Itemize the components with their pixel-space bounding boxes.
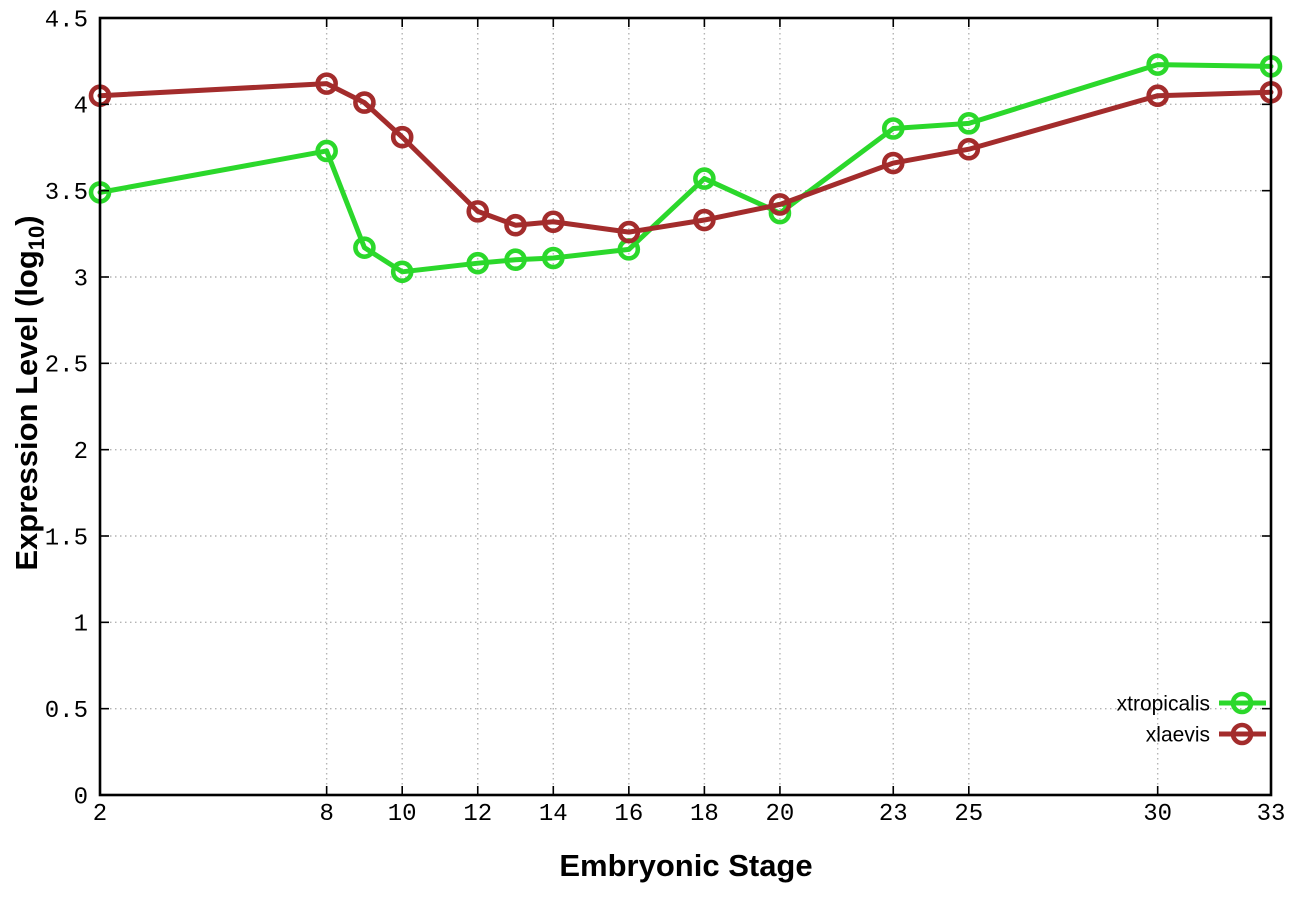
legend-label-xtropicalis: xtropicalis	[1117, 692, 1210, 715]
legend-label-xlaevis: xlaevis	[1146, 723, 1210, 746]
x-tick-label: 12	[463, 801, 492, 828]
data-point-xlaevis	[957, 137, 981, 161]
legend-marker-xlaevis	[1230, 722, 1254, 746]
x-tick-label: 25	[954, 801, 983, 828]
data-point-xlaevis	[768, 193, 792, 216]
x-tick-label: 30	[1143, 801, 1172, 828]
data-point-xtropicalis	[390, 260, 414, 284]
data-point-xtropicalis	[353, 236, 376, 259]
data-point-xlaevis	[617, 220, 641, 244]
data-point-xlaevis	[466, 200, 490, 223]
y-tick-label: 1.5	[45, 525, 88, 552]
x-tick-label: 18	[690, 801, 719, 828]
data-point-xtropicalis	[957, 112, 981, 135]
legend-marker-xtropicalis	[1230, 691, 1254, 715]
y-axis-title: Expression Level (log10)	[9, 215, 49, 571]
y-axis-title-text: Expression Level (log	[9, 250, 44, 571]
data-point-xlaevis	[541, 210, 565, 234]
y-tick-label: 3	[74, 266, 88, 293]
data-point-xlaevis	[504, 213, 527, 237]
y-tick-label: 1	[74, 612, 88, 639]
data-point-xtropicalis	[466, 251, 490, 275]
y-tick-label: 0.5	[45, 698, 88, 725]
data-point-xtropicalis	[1146, 53, 1169, 76]
data-point-xtropicalis	[693, 167, 716, 190]
data-point-xtropicalis	[315, 139, 338, 163]
x-axis-title: Embryonic Stage	[559, 848, 813, 883]
y-tick-label: 2.5	[45, 353, 88, 380]
data-point-xlaevis	[693, 208, 716, 232]
x-tick-label: 33	[1257, 801, 1286, 828]
y-tick-label: 2	[74, 439, 88, 466]
x-tick-label: 23	[879, 801, 908, 828]
y-axis-title-close: )	[9, 215, 44, 226]
data-point-xtropicalis	[541, 246, 565, 270]
data-point-xlaevis	[881, 151, 905, 175]
series-line-xtropicalis	[97, 62, 1274, 275]
data-point-xlaevis	[1146, 84, 1169, 107]
x-tick-label: 8	[319, 801, 333, 828]
y-tick-label: 3.5	[45, 180, 88, 207]
plot-border	[98, 16, 1273, 797]
data-point-xtropicalis	[881, 117, 905, 140]
y-tick-label: 4.5	[45, 7, 88, 34]
data-point-xlaevis	[390, 125, 414, 149]
data-point-xlaevis	[315, 72, 338, 95]
data-point-xlaevis	[353, 91, 376, 114]
y-tick-label: 4	[74, 94, 88, 121]
x-tick-label: 2	[93, 801, 107, 828]
data-point-xtropicalis	[504, 248, 527, 272]
y-tick-label: 0	[74, 784, 88, 811]
x-tick-label: 14	[539, 801, 568, 828]
x-tick-label: 20	[766, 801, 795, 828]
x-tick-label: 16	[614, 801, 643, 828]
y-axis-title-subscript: 10	[24, 225, 49, 251]
x-tick-label: 10	[388, 801, 417, 828]
